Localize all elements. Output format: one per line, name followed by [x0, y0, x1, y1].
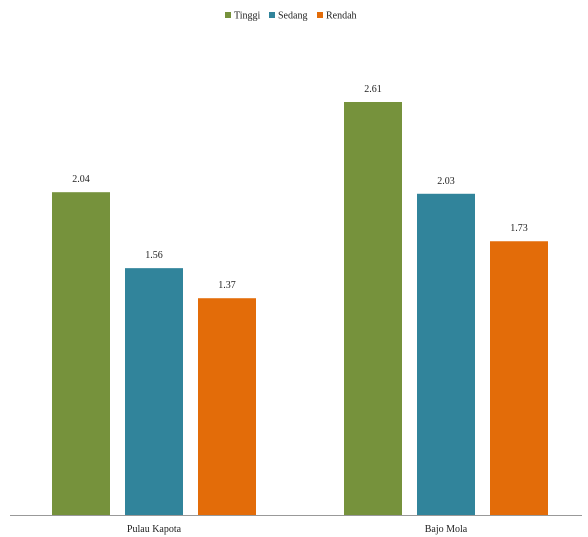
bar-group	[52, 102, 548, 516]
bar-sedang-bajo-mola	[417, 193, 475, 515]
legend-swatch	[225, 12, 231, 18]
legend-item-sedang: Sedang	[269, 11, 307, 22]
legend-item-rendah: Rendah	[317, 11, 357, 22]
bar-sedang-pulau-kapota	[125, 268, 183, 515]
legend: Tinggi Sedang Rendah	[225, 11, 357, 22]
data-label: 2.03	[437, 176, 455, 187]
legend-item-tinggi: Tinggi	[225, 11, 261, 22]
data-label: 1.56	[145, 250, 163, 261]
legend-label: Sedang	[278, 11, 307, 22]
data-label: 1.37	[218, 280, 236, 291]
legend-label: Tinggi	[234, 11, 261, 22]
data-label: 1.73	[510, 223, 528, 234]
data-label-group: 2.04 1.56 1.37 2.61 2.03 1.73	[72, 84, 528, 291]
data-label: 2.61	[364, 84, 382, 95]
legend-label: Rendah	[326, 11, 357, 22]
legend-swatch	[269, 12, 275, 18]
bar-rendah-bajo-mola	[490, 241, 548, 516]
bar-tinggi-bajo-mola	[344, 102, 402, 515]
bar-rendah-pulau-kapota	[198, 298, 256, 515]
bar-tinggi-pulau-kapota	[52, 192, 110, 515]
legend-swatch	[317, 12, 323, 18]
data-label: 2.04	[72, 174, 90, 185]
x-tick-label: Pulau Kapota	[127, 524, 182, 535]
x-axis-tick-labels: Pulau Kapota Bajo Mola	[127, 524, 468, 535]
x-tick-label: Bajo Mola	[425, 524, 468, 535]
